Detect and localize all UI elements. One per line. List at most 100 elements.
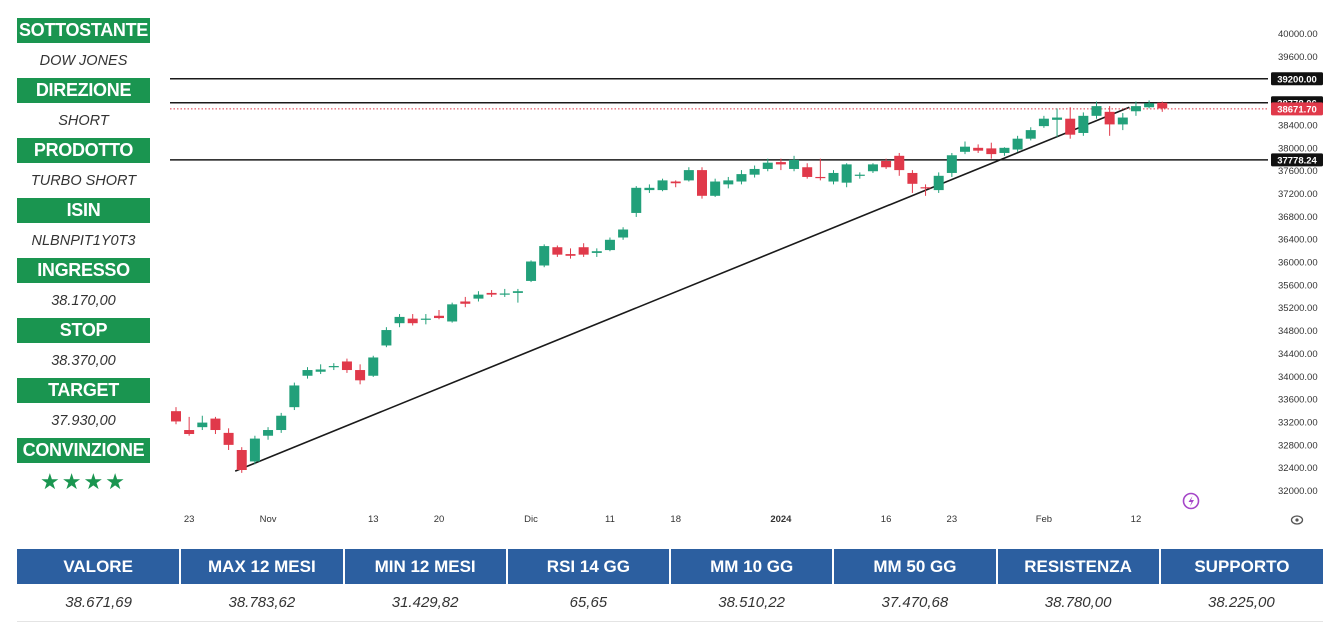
x-tick-label: 23 [947,514,958,525]
candle-body [1052,117,1063,120]
lightning-icon[interactable] [1182,492,1200,510]
price-tag-bg [1271,102,1323,116]
candle-body [657,180,668,191]
value-mm-50-gg: 37.470,68 [833,584,997,622]
value-stop: 38.370,00 [51,352,116,369]
label-target: TARGET [17,378,150,403]
header-resistenza: RESISTENZA [996,549,1161,584]
info-panel: SOTTOSTANTE DOW JONES DIREZIONE SHORT PRODOT… [17,18,150,501]
candle-body [894,155,905,171]
level-lines-layer [170,77,1268,161]
candle-body [1078,115,1089,133]
x-axis: 23 Nov 13 20 Dic 11 18 2024 16 23 Feb 12 [184,514,1141,525]
candle-body [670,181,681,184]
candle-body [749,168,760,175]
label-prodotto: PRODOTTO [17,138,150,163]
candle-body [1130,106,1141,112]
x-tick-label: 12 [1131,514,1142,525]
value-isin: NLBNPIT1Y0T3 [31,232,136,249]
candle-body [604,239,615,251]
y-tick-label: 34400.00 [1278,349,1318,360]
value-min-12-mesi: 31.429,82 [343,584,507,622]
stats-table: VALORE MAX 12 MESI MIN 12 MESI RSI 14 GG MM … [17,549,1323,622]
value-prodotto: TURBO SHORT [30,172,137,189]
trendline [234,106,1130,472]
candle-body [552,247,563,255]
value-target: 37.930,00 [51,412,116,429]
x-tick-label: 11 [605,514,615,525]
x-tick-label: Dic [524,514,538,525]
trendline-layer [234,106,1130,472]
candle-body [1065,118,1076,135]
candle-body [736,174,747,182]
candle-body [394,316,405,324]
candle-body [302,370,313,376]
candle-body [881,160,892,168]
candle-body [171,411,181,422]
candle-body [683,170,694,181]
candle-body [249,438,260,462]
x-tick-label: 16 [881,514,892,525]
candle-body [631,187,642,213]
conviction-stars: ★★★★ [40,469,127,494]
candle-body [854,174,865,176]
candle-body [223,432,234,445]
candle-body [1104,111,1115,125]
candle-body [710,181,721,196]
x-tick-label: 23 [184,514,195,525]
candle-body [644,187,655,191]
y-tick-label: 35600.00 [1278,280,1318,291]
candle-body [368,357,379,376]
stats-header-row: VALORE MAX 12 MESI MIN 12 MESI RSI 14 GG MM … [17,549,1323,584]
candle-body [907,172,918,184]
candle-body [789,159,800,169]
y-tick-label: 34000.00 [1278,372,1318,383]
header-mm-50-gg: MM 50 GG [833,549,998,584]
candles-layer [171,100,1168,473]
y-tick-label: 32400.00 [1278,463,1318,474]
candle-body [447,304,458,322]
candle-body [973,147,984,151]
y-axis: 32000.00 32400.00 32800.00 33200.00 33600.00… [1271,29,1323,497]
candle-body [920,187,931,189]
y-tick-label: 32800.00 [1278,440,1318,451]
header-valore: VALORE [17,549,182,584]
y-tick-label: 34800.00 [1278,326,1318,337]
y-tick-label: 32000.00 [1278,486,1318,497]
settings-icon[interactable] [1290,515,1304,525]
candle-body [1025,130,1036,139]
header-mm-10-gg: MM 10 GG [670,549,835,584]
x-tick-label: Feb [1036,514,1052,525]
candle-body [315,369,326,372]
candle-body [1144,103,1155,108]
candle-body [723,180,734,185]
price-tag-bg [1271,153,1323,167]
value-valore: 38.671,69 [17,584,181,622]
candle-body [999,147,1010,153]
y-tick-label: 39600.00 [1278,52,1318,63]
y-tick-label: 37200.00 [1278,189,1318,200]
y-tick-label: 38000.00 [1278,143,1318,154]
price-tag-label: 39200.00 [1277,74,1317,85]
candle-body [289,385,300,408]
value-direzione: SHORT [58,112,109,129]
header-supporto: SUPPORTO [1159,549,1323,584]
candle-body [473,294,484,299]
price-tag-label: 37778.24 [1277,156,1317,167]
candle-body [960,146,970,152]
candle-body [276,415,287,431]
candle-body [407,318,418,324]
candle-body [236,450,247,471]
candle-body [526,261,537,281]
candle-body [1157,102,1168,109]
y-tick-label: 40000.00 [1278,29,1318,40]
y-tick-label: 36800.00 [1278,212,1318,223]
value-ingresso: 38.170,00 [51,292,116,309]
candle-body [867,164,878,172]
candle-body [420,318,431,320]
x-tick-label: 2024 [770,514,792,525]
candle-body [210,418,221,431]
candle-body [539,246,550,266]
candle-body [460,301,471,304]
candle-body [486,292,497,295]
